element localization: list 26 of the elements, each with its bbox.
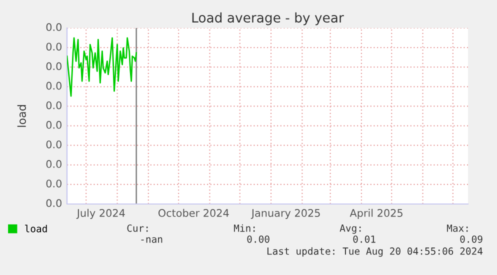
text: 0.0 bbox=[46, 101, 62, 110]
text: Min: bbox=[234, 224, 255, 232]
text: 0.0 bbox=[46, 140, 62, 148]
x-tick-label: January 2025 bbox=[250, 209, 320, 219]
text: 0.0 bbox=[46, 199, 62, 208]
text: Max: bbox=[446, 224, 468, 232]
text: 0.00 bbox=[247, 235, 270, 243]
y-axis-title: load bbox=[17, 105, 26, 127]
x-tick-label: July 2024 bbox=[76, 208, 125, 219]
text: Last update: Tue Aug 20 04:55:06 2024 bbox=[267, 247, 483, 257]
text: 0.01 bbox=[353, 235, 376, 243]
text: Avg: bbox=[340, 224, 361, 234]
chart-title: Load average - by year bbox=[192, 12, 344, 26]
text: 0.0 bbox=[46, 82, 62, 90]
x-tick-label: October 2024 bbox=[158, 208, 229, 217]
text: Cur: bbox=[127, 224, 148, 232]
text: 0.0 bbox=[46, 23, 62, 32]
text: 0.0 bbox=[46, 180, 62, 188]
text: 0.0 bbox=[46, 120, 62, 129]
text: 0.09 bbox=[460, 235, 482, 243]
text: 0.0 bbox=[46, 62, 62, 70]
text: 0.0 bbox=[46, 42, 62, 51]
legend-label: load bbox=[25, 224, 47, 232]
text: -nan bbox=[141, 237, 162, 243]
x-tick-label: April 2025 bbox=[350, 208, 402, 219]
text: 0.0 bbox=[46, 160, 62, 168]
